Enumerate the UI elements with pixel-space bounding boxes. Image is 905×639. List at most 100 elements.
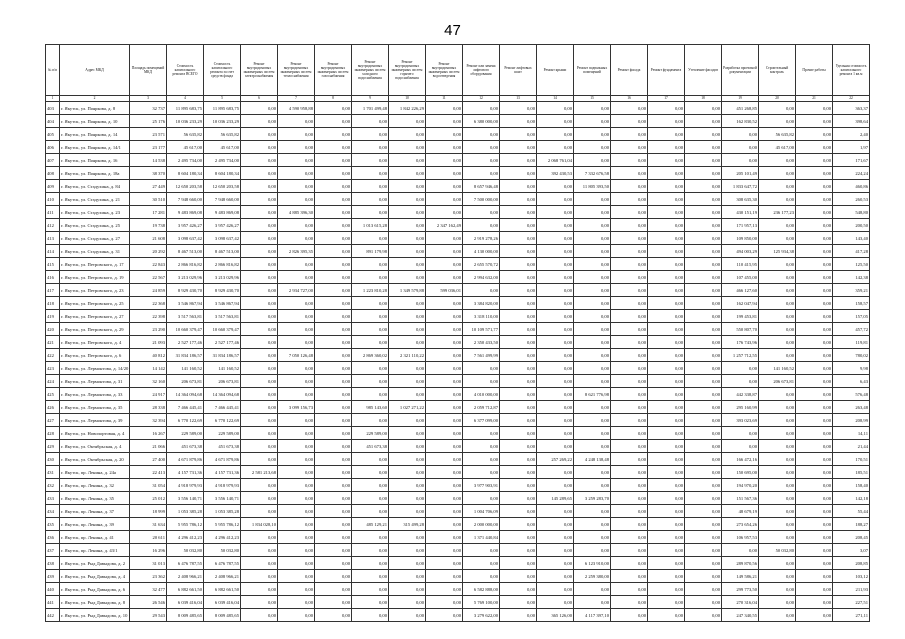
table-cell: 985 143,60 bbox=[351, 400, 389, 414]
table-cell: 0,00 bbox=[499, 244, 537, 258]
table-cell: 415 bbox=[45, 257, 60, 271]
table-cell: 0,00 bbox=[388, 608, 426, 622]
table-cell: 110 415,95 bbox=[721, 257, 759, 271]
table-cell: 0,00 bbox=[462, 218, 500, 232]
table-cell: 0,00 bbox=[721, 140, 759, 154]
table-cell: 428 bbox=[45, 426, 60, 440]
table-cell: 4 010 000,00 bbox=[462, 387, 500, 401]
table-cell: 0,00 bbox=[795, 101, 833, 115]
table-cell: 0,00 bbox=[277, 517, 315, 531]
table-cell: 0,00 bbox=[277, 452, 315, 466]
table-cell: 22 368 bbox=[129, 296, 167, 310]
table-cell: 0,00 bbox=[499, 153, 537, 167]
table-cell: 2 000 000,00 bbox=[462, 517, 500, 531]
table-cell: 0,00 bbox=[314, 179, 352, 193]
table-cell: 0,00 bbox=[647, 270, 685, 284]
table-cell: 0,00 bbox=[499, 205, 537, 219]
column-header: Ремонт внутридомовых инженерных систем в… bbox=[425, 44, 463, 96]
table-cell: 0,00 bbox=[573, 361, 611, 375]
table-cell: 7 948 660,00 bbox=[203, 192, 241, 206]
table-cell: 23 177 bbox=[129, 140, 167, 154]
table-cell: 0,00 bbox=[573, 296, 611, 310]
table-cell: 0,00 bbox=[425, 400, 463, 414]
table-cell: 38 370 bbox=[129, 166, 167, 180]
table-cell: 171,67 bbox=[832, 153, 870, 167]
table-cell: 3 546 867,94 bbox=[203, 296, 241, 310]
table-cell: 0,00 bbox=[314, 218, 352, 232]
table-cell: 0,00 bbox=[684, 595, 722, 609]
table-cell: 576,48 bbox=[832, 387, 870, 401]
table-cell: 0,00 bbox=[425, 192, 463, 206]
table-cell: 1 053 385,28 bbox=[166, 504, 204, 518]
table-cell: г. Якутск, ул. Рыд Давыдова, д. 8 bbox=[59, 595, 130, 609]
table-cell: 10 660 379,47 bbox=[166, 322, 204, 336]
table-cell: 1 027 271,22 bbox=[388, 400, 426, 414]
table-cell: 0,00 bbox=[684, 569, 722, 583]
table-cell: 363,37 bbox=[832, 101, 870, 115]
table-cell: 21,44 bbox=[832, 439, 870, 453]
table-cell: 0,00 bbox=[795, 140, 833, 154]
table-cell: 0,00 bbox=[795, 218, 833, 232]
table-cell: 0,00 bbox=[277, 595, 315, 609]
table-cell: 0,00 bbox=[758, 426, 796, 440]
table-cell: 1 834 028,10 bbox=[240, 517, 278, 531]
table-cell: 0,00 bbox=[573, 400, 611, 414]
table-cell: 451 673,38 bbox=[166, 439, 204, 453]
table-cell: 0,00 bbox=[647, 439, 685, 453]
table-cell: г. Якутск, ул. Петровского, д. 4 bbox=[59, 335, 130, 349]
table-cell: 8 929 430,70 bbox=[203, 283, 241, 297]
table-cell: 0,00 bbox=[240, 595, 278, 609]
table-cell: 56 635,82 bbox=[166, 127, 204, 141]
table-cell: 2 495 734,00 bbox=[203, 153, 241, 167]
table-cell: 0,00 bbox=[425, 140, 463, 154]
table-cell: 0,00 bbox=[647, 348, 685, 362]
table-cell: 151 567,36 bbox=[721, 491, 759, 505]
table-cell: г. Якутск, ул. Рыд Давыдова, д. 6 bbox=[59, 582, 130, 596]
table-cell: 0,00 bbox=[314, 296, 352, 310]
table-cell: г. Якутск, пр. Ленина, д. 37 bbox=[59, 504, 130, 518]
table-cell: 0,00 bbox=[647, 166, 685, 180]
table-cell: 0,00 bbox=[351, 322, 389, 336]
table-cell: 3 099 156,73 bbox=[277, 400, 315, 414]
table-cell: 0,00 bbox=[351, 179, 389, 193]
table-cell: 0,00 bbox=[684, 608, 722, 622]
table-cell: г. Якутск, ул. Пояркова, д. 10 bbox=[59, 114, 130, 128]
table-cell: 22 398 bbox=[129, 309, 167, 323]
table-cell: 414 bbox=[45, 244, 60, 258]
table-cell: 2 655 570,72 bbox=[462, 257, 500, 271]
table-cell: 0,00 bbox=[277, 231, 315, 245]
table-cell: 9 483 869,08 bbox=[203, 205, 241, 219]
table-cell: 158,57 bbox=[832, 296, 870, 310]
table-row: 423 г. Якутск, ул. Лермонтова, д. 14/20 14… bbox=[45, 361, 870, 375]
table-cell: 18 999 bbox=[129, 504, 167, 518]
table-cell: 141 160,52 bbox=[203, 361, 241, 375]
table-cell: 14 364 094,68 bbox=[203, 387, 241, 401]
table-cell: 0,00 bbox=[277, 140, 315, 154]
table-cell: 0,00 bbox=[314, 244, 352, 258]
table-cell: 0,00 bbox=[388, 205, 426, 219]
table-cell: 0,00 bbox=[351, 595, 389, 609]
table-cell: г. Якутск, ул. Петровского, д. 6 bbox=[59, 348, 130, 362]
column-header: Ремонт подвальных помещений bbox=[573, 44, 611, 96]
table-cell: 3 556 140,71 bbox=[166, 491, 204, 505]
table-cell: 10 109 571,77 bbox=[462, 322, 500, 336]
table-cell: 0,00 bbox=[536, 218, 574, 232]
table-cell: 0,00 bbox=[499, 114, 537, 128]
table-cell: 0,00 bbox=[795, 543, 833, 557]
column-header: Удельная стоимость капитального ремонта … bbox=[832, 44, 870, 96]
table-cell: 408 bbox=[45, 166, 60, 180]
table-cell: 0,00 bbox=[499, 491, 537, 505]
table-cell: 142,18 bbox=[832, 491, 870, 505]
table-cell: 22 567 bbox=[129, 270, 167, 284]
table-cell: 247 340,55 bbox=[721, 608, 759, 622]
table-cell: 436 bbox=[45, 530, 60, 544]
table-cell: 442 338,87 bbox=[721, 387, 759, 401]
table-cell: 0,00 bbox=[314, 335, 352, 349]
table-cell: 0,00 bbox=[684, 530, 722, 544]
table-cell: 0,00 bbox=[721, 374, 759, 388]
table-cell: 0,00 bbox=[536, 595, 574, 609]
table-cell: 2 527 177,46 bbox=[166, 335, 204, 349]
table-cell: 0,00 bbox=[647, 504, 685, 518]
table-cell: 0,00 bbox=[499, 361, 537, 375]
table-cell: 0,00 bbox=[462, 491, 500, 505]
